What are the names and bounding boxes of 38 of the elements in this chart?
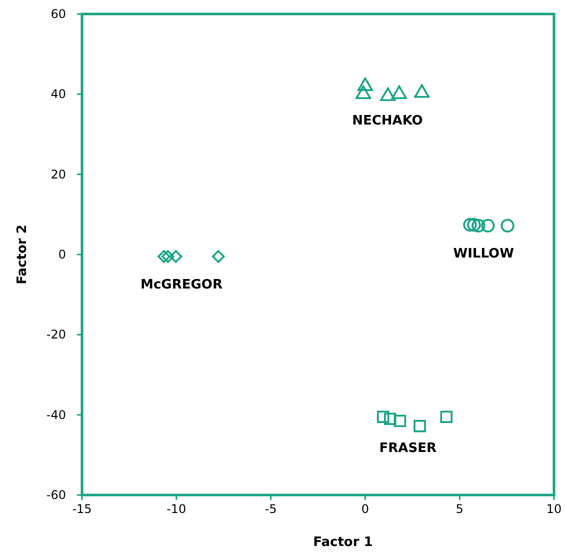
point [158, 250, 170, 263]
point [391, 85, 407, 99]
x-tick-label: -15 [72, 502, 92, 516]
point [394, 414, 406, 427]
y-tick-label: 60 [50, 7, 66, 21]
series-label: FRASER [379, 440, 436, 456]
series-label: McGREGOR [140, 278, 222, 293]
point [414, 84, 430, 98]
point [356, 85, 372, 99]
point [376, 410, 390, 423]
y-tick-label: -20 [46, 328, 66, 342]
y-tick-label: -60 [46, 488, 66, 502]
point [481, 218, 495, 232]
point [358, 77, 373, 91]
series-label: WILLOW [453, 246, 514, 262]
y-tick-label: 0 [58, 248, 66, 262]
point [463, 218, 477, 232]
point [500, 218, 514, 232]
point [212, 250, 225, 263]
point [467, 218, 481, 232]
x-tick-label: -5 [264, 502, 277, 516]
point [169, 250, 182, 263]
point [414, 420, 426, 432]
x-tick-label: -10 [166, 502, 186, 516]
series-label: NECHAKO [352, 114, 423, 129]
y-tick-label: -40 [46, 408, 66, 422]
point [380, 87, 396, 101]
point [440, 410, 453, 423]
point [472, 218, 486, 232]
y-axis-title: Factor 2 [15, 224, 30, 284]
point [162, 250, 174, 263]
point [384, 412, 396, 425]
x-tick-label: 5 [456, 502, 464, 516]
y-tick-label: 20 [50, 167, 66, 182]
x-tick-label: 0 [361, 502, 370, 516]
y-tick-label: 40 [50, 87, 66, 102]
x-axis-title: Factor 1 [313, 535, 373, 550]
x-tick-label: 10 [546, 502, 562, 516]
